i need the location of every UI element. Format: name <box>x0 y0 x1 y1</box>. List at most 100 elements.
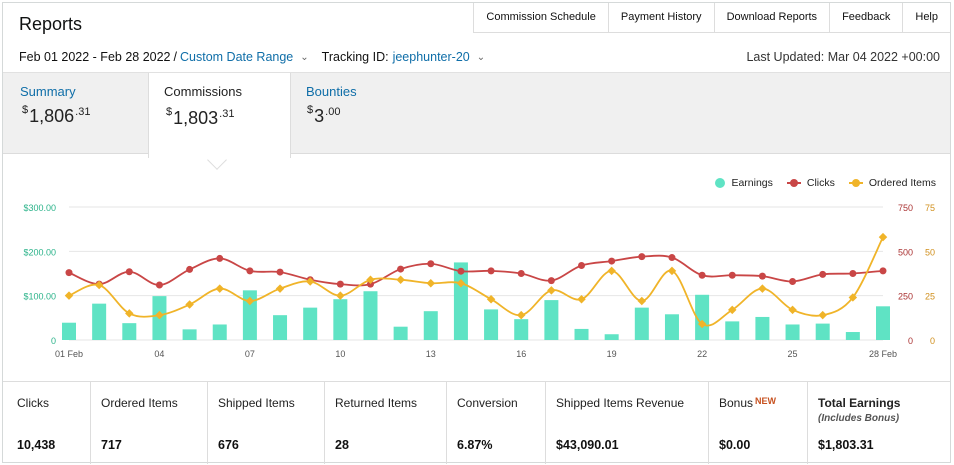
tab-summary[interactable]: Summary $1,806.31 <box>3 73 149 155</box>
y-right-clicks-tick-label: 500 <box>898 247 913 257</box>
ordered-items-point <box>426 279 436 288</box>
x-tick-label: 04 <box>154 349 164 359</box>
ordered-items-point <box>486 294 496 304</box>
x-tick-label: 07 <box>245 349 255 359</box>
y-right-items-tick-label: 50 <box>925 247 935 257</box>
download-reports-button[interactable]: Download Reports <box>715 3 831 32</box>
clicks-point <box>427 260 435 268</box>
clicks-point <box>366 280 374 288</box>
clicks-point <box>789 277 797 285</box>
ordered-items-point <box>245 296 255 306</box>
ordered-items-point <box>94 280 104 290</box>
y-right-items-tick-label: 0 <box>930 336 935 346</box>
ordered-items-point <box>848 293 858 302</box>
earnings-bar <box>574 328 589 340</box>
ordered-items-point <box>366 275 375 284</box>
clicks-point <box>728 271 736 279</box>
summary-total-earnings: Total Earnings (Includes Bonus) $1,803.31 <box>808 382 950 464</box>
feedback-button[interactable]: Feedback <box>830 3 904 32</box>
tab-bounties[interactable]: Bounties $3.00 <box>291 73 431 155</box>
x-tick-label: 19 <box>607 349 617 359</box>
clicks-point <box>246 267 254 275</box>
earnings-bar <box>212 324 227 340</box>
summary-conversion: Conversion 6.87% <box>447 382 546 464</box>
earnings-bar <box>695 294 710 340</box>
clicks-point <box>125 268 133 276</box>
clicks-point <box>457 267 465 275</box>
earnings-bar <box>634 307 649 340</box>
ordered-items-point <box>788 305 797 315</box>
legend-items-swatch <box>848 179 863 187</box>
x-tick-label: 13 <box>426 349 436 359</box>
help-button[interactable]: Help <box>915 11 938 23</box>
y-right-clicks-tick-label: 750 <box>898 203 913 213</box>
legend-clicks[interactable]: Clicks <box>786 177 835 189</box>
clicks-point <box>276 268 284 276</box>
date-separator: / <box>173 50 177 64</box>
ordered-items-point <box>185 300 194 309</box>
clicks-point <box>336 280 344 288</box>
ordered-items-point <box>516 310 526 320</box>
earnings-bar <box>815 323 830 340</box>
last-updated-text: Last Updated: Mar 04 2022 +00:00 <box>746 50 940 64</box>
ordered-items-point <box>456 279 466 288</box>
clicks-point <box>186 265 194 273</box>
chevron-down-icon[interactable]: ⌄ <box>300 51 309 63</box>
ordered-items-point <box>396 275 405 284</box>
legend-clicks-swatch <box>786 179 801 187</box>
clicks-point <box>668 254 676 262</box>
report-tabs: Summary $1,806.31 Commissions $1,803.31 … <box>3 72 950 158</box>
earnings-bar <box>785 324 800 340</box>
date-range-dropdown[interactable]: Custom Date Range <box>180 50 294 64</box>
earnings-bar <box>876 306 890 340</box>
clicks-point <box>547 277 555 285</box>
y-left-tick-label: $300.00 <box>23 203 56 213</box>
x-tick-label: 16 <box>516 349 526 359</box>
earnings-bar <box>62 322 76 340</box>
y-left-tick-label: $200.00 <box>23 247 56 257</box>
clicks-point <box>819 270 827 278</box>
clicks-point <box>608 257 616 265</box>
y-right-items-tick-label: 75 <box>925 203 935 213</box>
x-tick-label: 25 <box>788 349 798 359</box>
earnings-bar <box>363 291 378 340</box>
legend-earnings[interactable]: Earnings <box>715 177 773 189</box>
tracking-id-label: Tracking ID: <box>321 50 389 64</box>
clicks-point <box>879 267 887 275</box>
earnings-bar <box>484 309 499 340</box>
legend-ordered-items[interactable]: Ordered Items <box>848 177 936 189</box>
ordered-items-point <box>607 266 616 276</box>
earnings-bar <box>755 316 770 340</box>
summary-returned-items: Returned Items 28 <box>325 382 447 464</box>
x-tick-label: 22 <box>697 349 707 359</box>
earnings-bar <box>122 323 137 340</box>
summary-shipped-items: Shipped Items 676 <box>208 382 325 464</box>
tab-commissions[interactable]: Commissions $1,803.31 <box>148 73 291 158</box>
earnings-chart: Earnings Clicks Ordered Items $300.00 $20… <box>3 163 950 378</box>
ordered-items-point <box>64 291 74 300</box>
tracking-id-dropdown[interactable]: jeephunter-20 <box>392 50 470 64</box>
earnings-bar <box>664 314 679 340</box>
ordered-items-point <box>155 310 164 320</box>
date-range-text: Feb 01 2022 - Feb 28 2022 <box>19 50 171 64</box>
earnings-bar <box>333 299 348 340</box>
chart-plot: $300.00$200.00$100.000750500250075502500… <box>23 203 935 359</box>
earnings-bar <box>92 303 107 340</box>
ordered-items-point <box>275 284 285 293</box>
clicks-point <box>487 267 495 275</box>
chart-legend: Earnings Clicks Ordered Items <box>701 177 936 189</box>
earnings-bar <box>423 311 438 340</box>
y-left-tick-label: 0 <box>51 336 56 346</box>
earnings-bar <box>725 321 740 340</box>
payment-history-button[interactable]: Payment History <box>609 3 715 32</box>
earnings-bar <box>604 334 619 340</box>
summary-ordered-items: Ordered Items 717 <box>91 382 208 464</box>
chevron-down-icon[interactable]: ⌄ <box>476 51 486 63</box>
commission-schedule-button[interactable]: Commission Schedule <box>474 3 609 32</box>
clicks-point <box>155 281 163 289</box>
clicks-point <box>65 269 73 277</box>
y-left-tick-label: $100.00 <box>23 292 56 302</box>
ordered-items-point <box>637 296 647 306</box>
ordered-items-point <box>547 286 556 295</box>
